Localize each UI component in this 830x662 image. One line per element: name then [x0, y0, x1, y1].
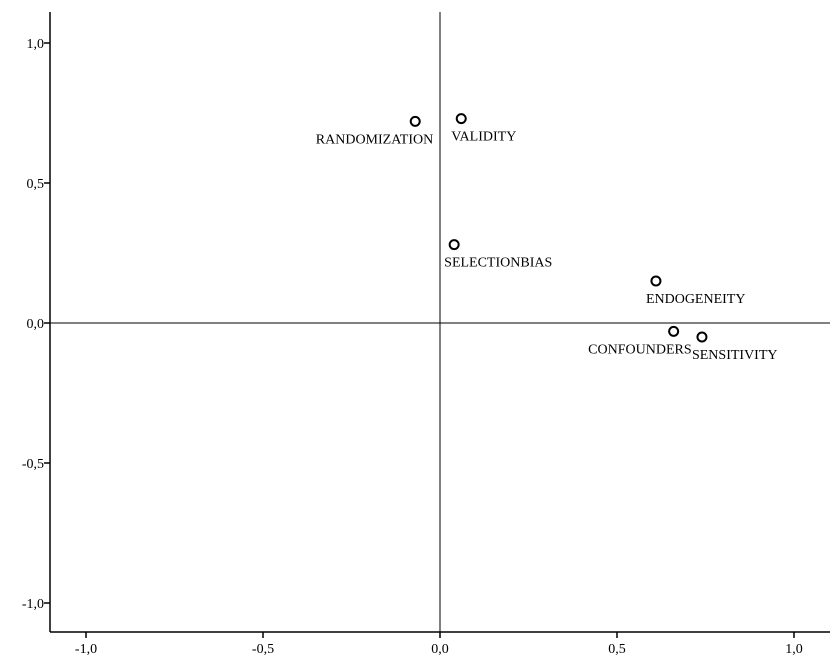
x-axis-ticks: -1,0 -0,5 0,0 0,5 1,0: [75, 632, 803, 657]
data-point: CONFOUNDERS: [588, 325, 692, 357]
point-label: VALIDITY: [451, 130, 516, 145]
reference-lines: [50, 12, 830, 632]
point-label: RANDOMIZATION: [316, 132, 433, 147]
x-tick-label: -0,5: [252, 642, 274, 657]
data-points: RANDOMIZATION VALIDITY SELECTIONBIAS ENDOGE…: [316, 113, 778, 363]
y-tick-label: -0,5: [22, 457, 44, 472]
data-point: SELECTIONBIAS: [444, 239, 552, 271]
x-tick-label: -1,0: [75, 642, 97, 657]
y-axis-ticks: 1,0 0,5 0,0 -0,5 -1,0: [22, 37, 50, 612]
point-marker: [409, 115, 421, 127]
point-label: SELECTIONBIAS: [444, 256, 552, 271]
point-marker: [455, 113, 467, 125]
point-marker: [668, 325, 680, 337]
point-marker: [696, 331, 708, 343]
point-label: ENDOGENEITY: [646, 292, 746, 307]
data-point: SENSITIVITY: [692, 331, 778, 363]
y-tick-label: -1,0: [22, 597, 44, 612]
x-tick-label: 0,0: [431, 642, 449, 657]
x-tick-label: 1,0: [785, 642, 803, 657]
point-label: SENSITIVITY: [692, 348, 778, 363]
point-marker: [448, 239, 460, 251]
data-point: RANDOMIZATION: [316, 115, 433, 147]
y-tick-label: 1,0: [27, 37, 45, 52]
y-tick-label: 0,0: [27, 317, 45, 332]
x-tick-label: 0,5: [608, 642, 626, 657]
data-point: VALIDITY: [451, 113, 516, 145]
y-tick-label: 0,5: [27, 177, 45, 192]
point-label: CONFOUNDERS: [588, 342, 691, 357]
data-point: ENDOGENEITY: [646, 275, 746, 307]
point-marker: [650, 275, 662, 287]
